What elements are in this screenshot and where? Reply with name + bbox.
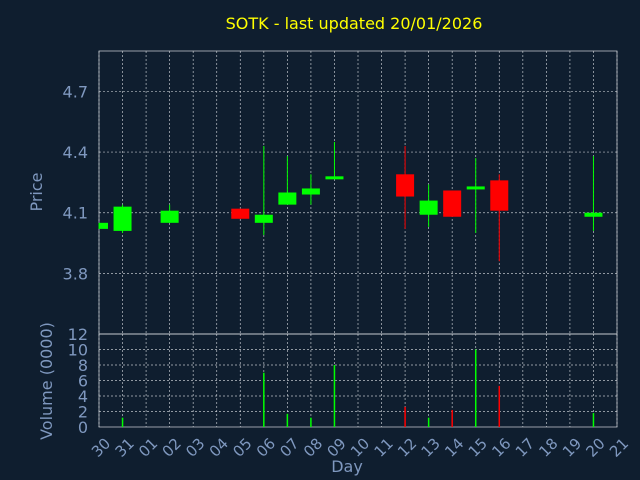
x-tick-label: 06 xyxy=(253,435,279,461)
volume-tick-label: 2 xyxy=(78,403,88,422)
candle-body xyxy=(325,176,344,180)
x-tick-label: 13 xyxy=(418,435,444,461)
volume-tick-label: 4 xyxy=(78,387,88,406)
x-tick-label: 15 xyxy=(465,435,491,461)
volume-tick-label: 6 xyxy=(78,372,88,391)
volume-bar xyxy=(592,413,595,427)
price-axis-label: Price xyxy=(27,172,46,211)
volume-bar xyxy=(498,385,501,427)
x-tick-label: 01 xyxy=(135,435,161,461)
candle-body xyxy=(466,186,485,190)
volume-bar xyxy=(333,365,336,427)
volume-tick-label: 0 xyxy=(78,418,88,437)
x-tick-label: 30 xyxy=(88,435,114,461)
candle-body xyxy=(113,206,132,231)
volume-tick-label: 8 xyxy=(78,356,88,375)
candle-body xyxy=(419,200,438,215)
price-tick-label: 4.1 xyxy=(63,204,88,223)
volume-bar xyxy=(451,409,453,427)
x-tick-label: 03 xyxy=(182,435,208,461)
volume-bar xyxy=(310,417,312,427)
volume-bar xyxy=(263,372,265,427)
x-tick-label: 04 xyxy=(206,435,232,461)
volume-tick-label: 12 xyxy=(68,325,88,344)
x-tick-label: 17 xyxy=(512,435,538,461)
x-axis-label: Day xyxy=(331,457,363,476)
x-tick-label: 05 xyxy=(229,435,255,461)
price-tick-label: 3.8 xyxy=(63,264,88,283)
candle-body xyxy=(99,222,108,229)
x-tick-label: 14 xyxy=(441,435,467,461)
candle-body xyxy=(278,192,297,205)
volume-bar xyxy=(474,349,477,427)
volume-bar xyxy=(121,417,124,427)
candle-body xyxy=(254,214,273,223)
volume-bar xyxy=(427,417,430,427)
candle-body xyxy=(231,208,250,219)
price-panel: 3.8 4.1 4.4 4.7 xyxy=(63,50,618,335)
candle-body xyxy=(490,180,509,211)
chart-title: SOTK - last updated 20/01/2026 xyxy=(226,14,483,33)
price-tick-label: 4.7 xyxy=(63,82,88,101)
volume-axis-label: Volume (0000) xyxy=(37,322,56,440)
x-tick-label: 16 xyxy=(488,435,514,461)
candle-body xyxy=(301,188,320,195)
x-tick-label: 31 xyxy=(112,435,138,461)
x-tick-label: 02 xyxy=(159,435,185,461)
x-tick-label: 08 xyxy=(300,435,326,461)
volume-panel: 0246810123031010203040506070809101112131… xyxy=(68,325,633,461)
volume-frame xyxy=(98,333,618,428)
x-tick-label: 19 xyxy=(559,435,585,461)
candle-body xyxy=(160,210,179,223)
volume-tick-label: 10 xyxy=(68,341,88,360)
candle-body xyxy=(443,190,462,217)
x-tick-label: 11 xyxy=(371,435,397,461)
candle-body xyxy=(396,174,415,197)
x-tick-label: 18 xyxy=(535,435,561,461)
x-tick-label: 20 xyxy=(582,435,608,461)
volume-bar xyxy=(404,406,406,427)
x-tick-label: 12 xyxy=(394,435,420,461)
price-tick-label: 4.4 xyxy=(63,143,88,162)
volume-bar xyxy=(286,413,289,427)
x-tick-label: 07 xyxy=(276,435,302,461)
candle-body xyxy=(584,212,603,217)
x-tick-label: 21 xyxy=(606,435,632,461)
